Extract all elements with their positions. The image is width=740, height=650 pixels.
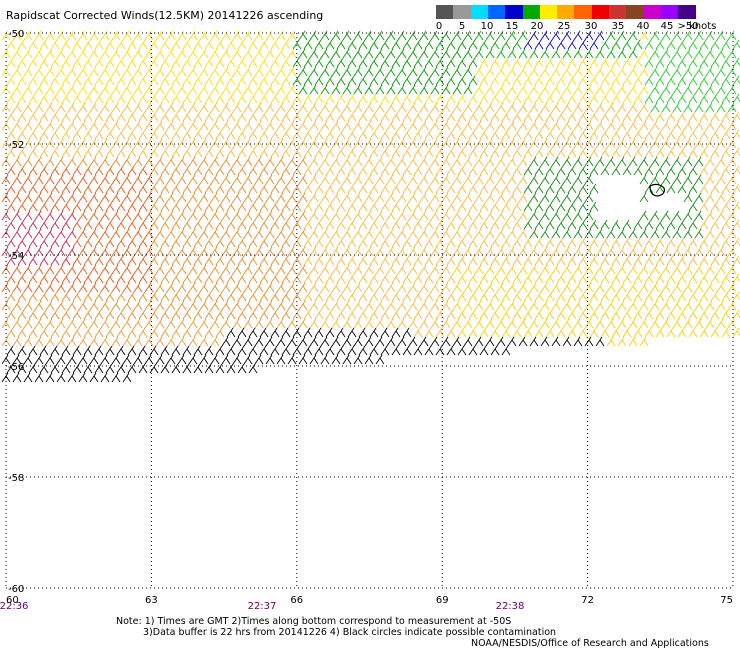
legend-swatch [436,5,454,19]
legend-swatch [453,5,471,19]
time-label: 22:36 [0,601,28,612]
legend-label: 45 [660,21,674,32]
legend-swatch [487,5,506,19]
lat-label: -50 [8,29,24,40]
legend-swatch [522,5,540,19]
time-label: 22:38 [496,601,525,612]
lat-label: -58 [8,473,24,484]
lon-label: 72 [581,595,594,606]
legend-swatch [557,5,575,19]
lat-label: -56 [8,362,24,373]
legend-label: 0 [435,21,443,32]
legend-swatch [574,5,592,19]
legend-label: 40 [636,21,650,32]
lon-label: 75 [720,595,733,606]
notes-line-2: 3)Data buffer is 22 hrs from 20141226 4)… [143,627,557,638]
lat-label: -52 [8,140,24,151]
lat-label: -54 [8,251,24,262]
legend-label: 25 [557,21,571,32]
lon-label: 63 [145,595,158,606]
legend-label: 15 [505,21,519,32]
lon-label: 60 [6,595,19,606]
legend-swatch [643,5,662,19]
credit: NOAA/NESDIS/Office of Research and Appli… [471,638,709,649]
legend-swatch [591,5,610,19]
notes: Note: 1) Times are GMT 2)Times along bot… [116,616,556,638]
legend-swatch [660,5,679,19]
legend-swatch [539,5,558,19]
legend-label: 20 [530,21,544,32]
wind-barbs [1,30,740,383]
legend-swatch [626,5,644,19]
legend-label: >50 [677,21,699,32]
legend-units: knots [689,21,717,32]
time-label: 22:37 [248,601,277,612]
lon-label: 69 [436,595,449,606]
notes-line-1: Note: 1) Times are GMT 2)Times along bot… [116,616,512,627]
legend-swatch [609,5,627,19]
map-title: Rapidscat Corrected Winds(12.5KM) 201412… [6,9,324,22]
lat-label: -60 [8,584,24,595]
legend-label: 30 [584,21,598,32]
lon-label: 66 [290,595,303,606]
legend-swatch [470,5,489,19]
legend-label: 10 [480,21,494,32]
legend-swatch [505,5,523,19]
legend-swatch [678,5,696,19]
contamination-circle [649,183,665,197]
legend-label: 5 [458,21,466,32]
legend-label: 35 [611,21,625,32]
